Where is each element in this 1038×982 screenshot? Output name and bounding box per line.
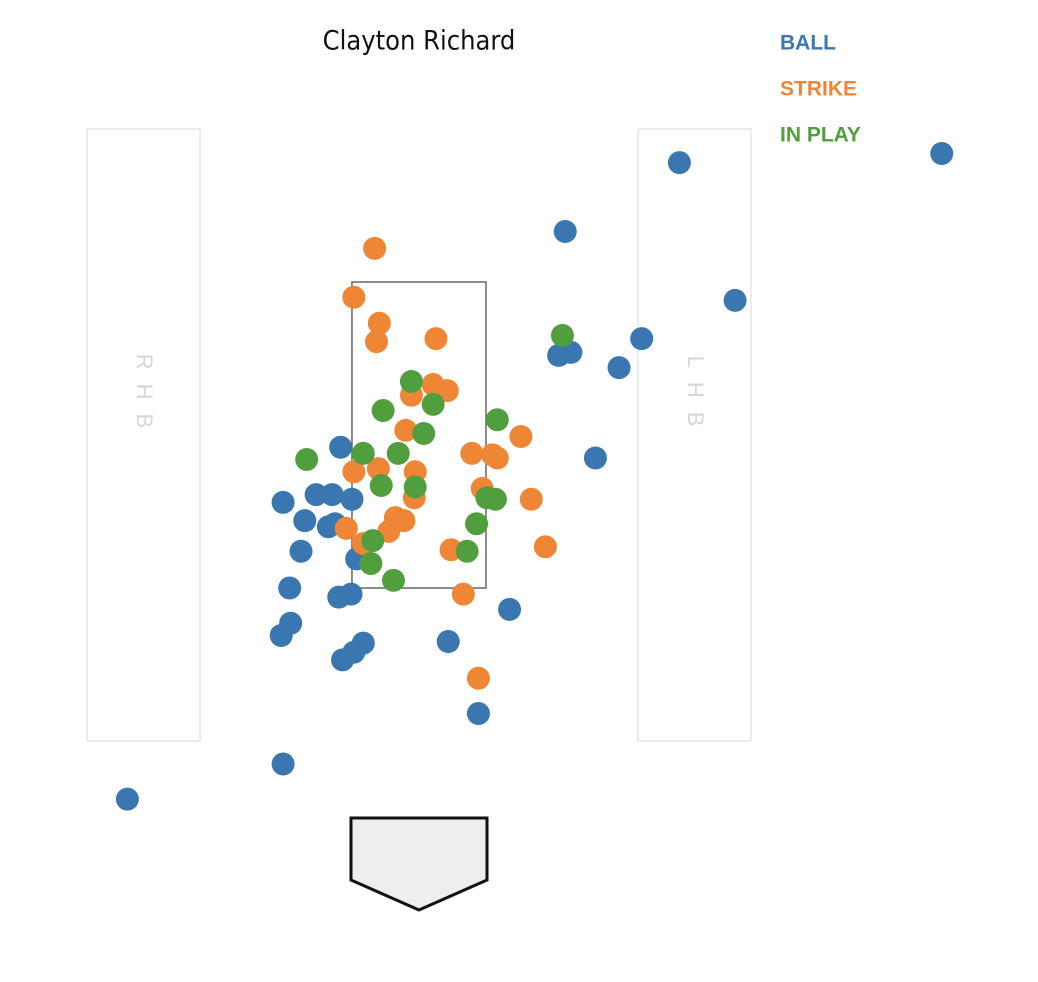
pitch-dot	[607, 356, 631, 380]
pitch-dot	[365, 330, 389, 354]
pitch-dot	[550, 324, 574, 348]
pitch-dot	[667, 151, 691, 175]
legend-label: BALL	[780, 32, 836, 55]
pitch-dot	[289, 539, 313, 563]
pitch-dot	[342, 285, 366, 309]
pitch-dot	[367, 311, 391, 335]
pitch-dot	[519, 487, 543, 511]
pitch-dot	[483, 487, 507, 511]
pitch-dot	[339, 582, 363, 606]
pitch-dot	[455, 539, 479, 563]
pitch-dot	[363, 236, 387, 260]
pitch-dot	[271, 490, 295, 514]
pitch-dot	[583, 446, 607, 470]
pitch-dot	[485, 408, 509, 432]
pitch-dot	[381, 568, 405, 592]
batter-box-label: RHB	[132, 354, 157, 442]
pitch-dot	[340, 487, 364, 511]
pitch-dot	[533, 535, 557, 559]
pitch-dot	[278, 576, 302, 600]
pitch-dot	[424, 327, 448, 351]
pitch-dot	[412, 421, 436, 445]
pitch-dot	[435, 379, 459, 403]
home-plate	[349, 816, 489, 912]
pitch-dot	[361, 529, 385, 553]
pitch-dot	[399, 369, 423, 393]
pitch-dot	[460, 441, 484, 465]
pitch-dot	[295, 447, 319, 471]
pitch-dot	[436, 630, 460, 654]
pitch-dot	[293, 509, 317, 533]
pitch-dot	[498, 597, 522, 621]
legend-label: IN PLAY	[780, 124, 861, 147]
pitch-dot	[509, 425, 533, 449]
pitch-dot	[386, 441, 410, 465]
pitch-dot	[466, 701, 490, 725]
pitch-dot	[930, 141, 954, 165]
pitch-dot	[320, 483, 344, 507]
batter-box	[86, 128, 201, 742]
batter-box-label: LHB	[683, 356, 708, 441]
pitch-dot	[269, 623, 293, 647]
pitch-dot	[466, 666, 490, 690]
pitch-dot	[334, 516, 358, 540]
pitch-dot	[421, 392, 445, 416]
pitch-dot	[329, 435, 353, 459]
strike-zone	[351, 281, 487, 589]
pitch-dot	[403, 475, 427, 499]
pitch-dot	[394, 418, 418, 442]
pitch-dot	[359, 552, 383, 576]
pitch-dot	[271, 752, 295, 776]
pitch-dot	[304, 483, 328, 507]
legend-label: STRIKE	[780, 78, 857, 101]
pitch-dot	[481, 443, 505, 467]
pitch-dot	[369, 473, 393, 497]
pitch-dot	[115, 787, 139, 811]
pitch-dot	[553, 219, 577, 243]
pitch-dot	[630, 327, 654, 351]
pitch-dot	[371, 399, 395, 423]
batter-box	[637, 128, 752, 742]
chart-title: Clayton Richard	[323, 26, 516, 57]
pitch-dot	[342, 460, 366, 484]
pitch-dot	[331, 648, 355, 672]
pitch-dot	[451, 582, 475, 606]
pitch-dot	[465, 512, 489, 536]
pitch-dot	[723, 288, 747, 312]
pitch-dot	[351, 441, 375, 465]
